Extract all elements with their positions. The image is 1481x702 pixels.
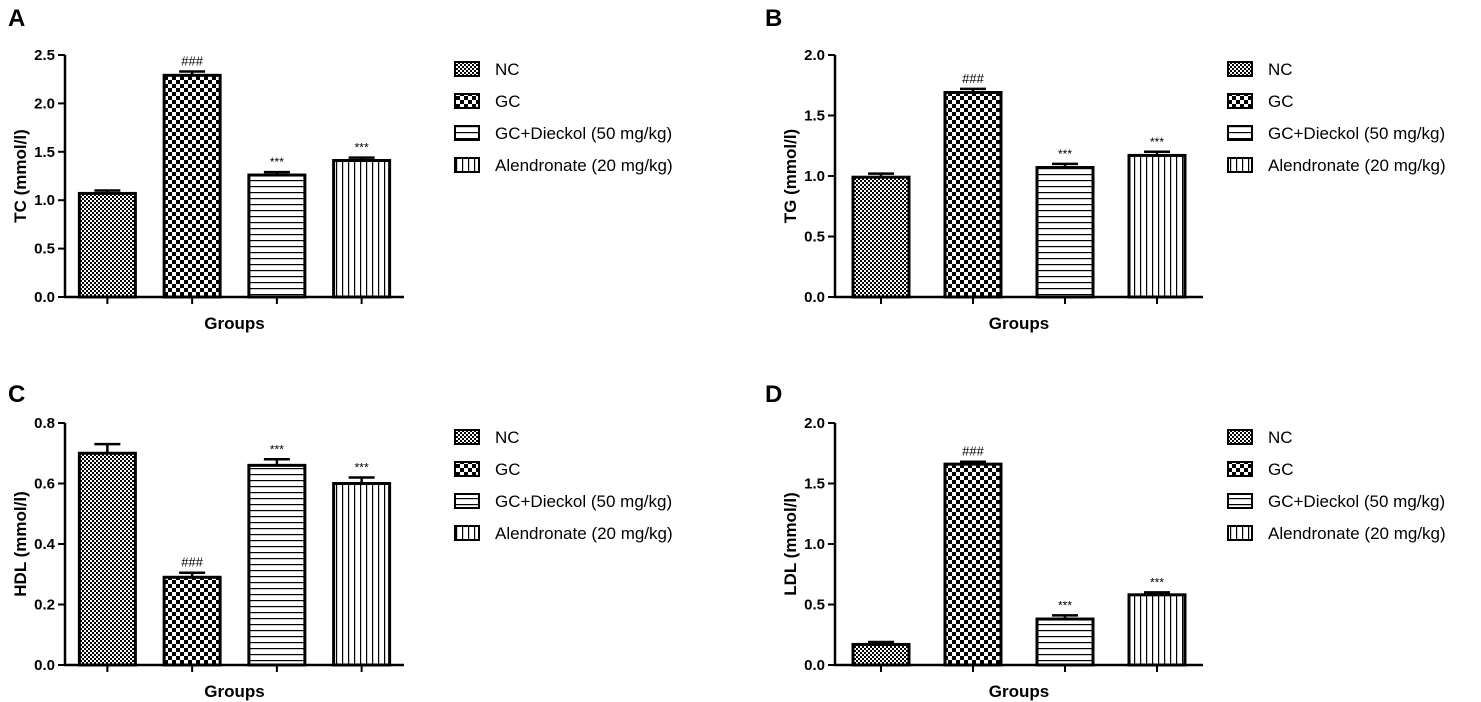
legend-label: GC+Dieckol (50 mg/kg) — [1268, 124, 1445, 143]
legend-label: Alendronate (20 mg/kg) — [495, 156, 673, 175]
bar-nc — [77, 191, 137, 299]
y-tick-label: 0.0 — [34, 657, 55, 674]
legend-label: NC — [1268, 428, 1293, 447]
legend-swatch — [454, 525, 480, 541]
y-tick-label: 1.5 — [34, 144, 55, 161]
panel-label: A — [8, 5, 25, 32]
x-axis-label: Groups — [204, 314, 264, 333]
legend-swatch — [454, 61, 480, 77]
y-tick-label: 0.0 — [34, 289, 55, 306]
legend-swatch — [1227, 125, 1253, 141]
y-axis-label: TC (mmol/l) — [11, 129, 30, 223]
legend-swatch — [454, 125, 480, 141]
y-tick-label: 0.8 — [34, 415, 55, 432]
legend-swatch — [1227, 493, 1253, 509]
y-tick-label: 0.6 — [34, 476, 55, 493]
significance-label: ### — [181, 555, 203, 570]
chart-panel-a: A 0.0 0.5 1.0 1.5 2.0 2.5 TC (mmol/l) ### *** *** G… — [8, 5, 673, 333]
significance-label: *** — [355, 460, 369, 474]
y-axis-label: HDL (mmol/l) — [11, 491, 30, 596]
panel-label: B — [765, 5, 782, 32]
y-tick-label: 2.0 — [804, 47, 825, 64]
bar-gc-dieckol-50-mg-kg — [1035, 617, 1095, 667]
legend-label: GC — [1268, 460, 1294, 479]
y-tick-label: 0.5 — [34, 241, 55, 258]
significance-label: *** — [1150, 135, 1164, 149]
bar-gc — [943, 462, 1003, 667]
bar-nc — [77, 451, 137, 667]
legend-label: NC — [495, 60, 520, 79]
significance-label: ### — [181, 53, 203, 68]
bar-alendronate-20-mg-kg — [1127, 593, 1187, 667]
chart-panel-c: C 0.0 0.2 0.4 0.6 0.8 HDL (mmol/l) ### *** *** Gro… — [8, 381, 673, 701]
x-axis-label: Groups — [989, 314, 1049, 333]
legend-label: GC+Dieckol (50 mg/kg) — [495, 492, 672, 511]
legend-swatch — [1227, 461, 1253, 477]
legend-label: Alendronate (20 mg/kg) — [1268, 156, 1446, 175]
legend-swatch — [454, 157, 480, 173]
x-axis-label: Groups — [989, 682, 1049, 701]
legend-swatch — [1227, 525, 1253, 541]
legend-swatch — [1227, 61, 1253, 77]
y-tick-label: 0.0 — [804, 657, 825, 674]
y-tick-label: 0.4 — [34, 536, 56, 553]
significance-label: *** — [270, 155, 284, 169]
significance-label: *** — [270, 442, 284, 456]
legend-swatch — [454, 493, 480, 509]
legend-label: NC — [1268, 60, 1293, 79]
panel-label: D — [765, 381, 782, 408]
bar-gc-dieckol-50-mg-kg — [1035, 166, 1095, 299]
y-tick-label: 1.5 — [804, 476, 825, 493]
chart-panel-d: D 0.0 0.5 1.0 1.5 2.0 LDL (mmol/l) ### *** *** Gro… — [765, 381, 1446, 701]
y-tick-label: 0.0 — [804, 289, 825, 306]
significance-label: ### — [962, 444, 984, 459]
legend-swatch — [454, 429, 480, 445]
panel-label: C — [8, 381, 25, 408]
bar-gc — [162, 73, 222, 299]
significance-label: *** — [1058, 598, 1072, 612]
y-axis-label: LDL (mmol/l) — [781, 492, 800, 596]
y-tick-label: 0.2 — [34, 597, 55, 614]
y-tick-label: 1.5 — [804, 108, 825, 125]
chart-panel-b: B 0.0 0.5 1.0 1.5 2.0 TG (mmol/l) ### *** *** Grou… — [765, 5, 1446, 333]
legend-swatch — [1227, 157, 1253, 173]
legend-label: GC — [495, 92, 521, 111]
bar-alendronate-20-mg-kg — [332, 482, 392, 667]
significance-label: *** — [355, 141, 369, 155]
bar-gc — [162, 575, 222, 667]
bar-nc — [851, 642, 911, 667]
legend-label: Alendronate (20 mg/kg) — [1268, 524, 1446, 543]
legend-label: GC+Dieckol (50 mg/kg) — [1268, 492, 1445, 511]
bar-alendronate-20-mg-kg — [1127, 153, 1187, 299]
legend-swatch — [1227, 429, 1253, 445]
legend-label: GC+Dieckol (50 mg/kg) — [495, 124, 672, 143]
legend-swatch — [454, 461, 480, 477]
significance-label: *** — [1058, 147, 1072, 161]
significance-label: ### — [962, 71, 984, 86]
legend-swatch — [454, 93, 480, 109]
y-tick-label: 2.5 — [34, 47, 55, 64]
bar-gc-dieckol-50-mg-kg — [247, 173, 307, 299]
y-tick-label: 2.0 — [804, 415, 825, 432]
y-tick-label: 0.5 — [804, 229, 825, 246]
y-tick-label: 1.0 — [34, 192, 55, 209]
legend-swatch — [1227, 93, 1253, 109]
x-axis-label: Groups — [204, 682, 264, 701]
bar-gc-dieckol-50-mg-kg — [247, 463, 307, 667]
legend-label: Alendronate (20 mg/kg) — [495, 524, 673, 543]
bar-gc — [943, 91, 1003, 299]
y-tick-label: 1.0 — [804, 168, 825, 185]
legend-label: GC — [495, 460, 521, 479]
significance-label: *** — [1150, 575, 1164, 589]
bar-alendronate-20-mg-kg — [332, 159, 392, 299]
legend-label: GC — [1268, 92, 1294, 111]
y-tick-label: 2.0 — [34, 95, 55, 112]
legend-label: NC — [495, 428, 520, 447]
bar-nc — [851, 175, 911, 299]
y-tick-label: 0.5 — [804, 597, 825, 614]
y-tick-label: 1.0 — [804, 536, 825, 553]
y-axis-label: TG (mmol/l) — [781, 129, 800, 223]
